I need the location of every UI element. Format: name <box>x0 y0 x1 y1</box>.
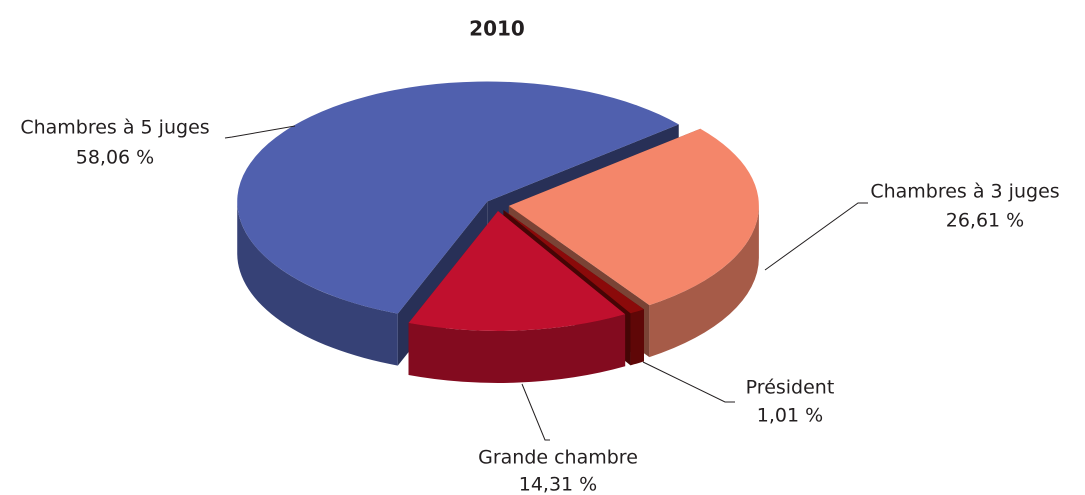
slice-side <box>649 205 759 358</box>
data-label: 1,01 % <box>757 405 823 427</box>
legend-label: Chambres à 3 juges <box>870 181 1059 203</box>
slice <box>237 81 679 314</box>
slice-side <box>630 309 644 366</box>
data-label: 26,61 % <box>946 210 1025 232</box>
legend-label: Grande chambre <box>478 447 638 469</box>
leader-line <box>224 125 296 139</box>
data-label: 58,06 % <box>76 147 155 169</box>
leader-line <box>521 383 550 441</box>
chart-title: 2010 <box>469 17 525 41</box>
slice <box>503 210 644 314</box>
leader-line <box>642 361 735 403</box>
leader-line <box>764 202 868 271</box>
slice-side <box>408 314 626 383</box>
data-label: 14,31 % <box>519 474 598 495</box>
slice <box>508 128 759 306</box>
legend-label: Chambres à 5 juges <box>20 117 209 139</box>
slice-side <box>237 201 398 366</box>
slice <box>408 210 626 331</box>
pie <box>237 81 759 383</box>
legend-label: Président <box>746 377 835 399</box>
